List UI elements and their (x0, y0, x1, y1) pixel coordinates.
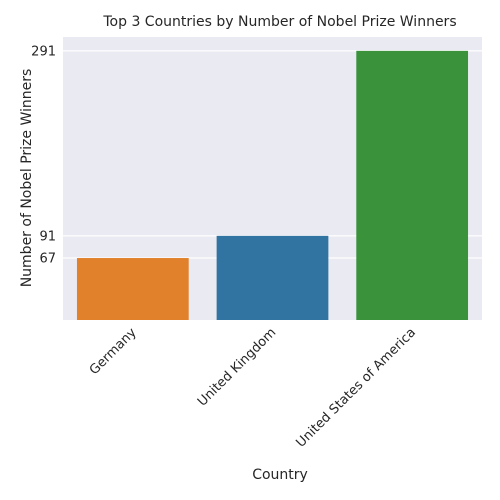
x-tick-label-2: United States of America (294, 325, 419, 450)
x-tick-label-0: Germany (87, 325, 140, 378)
x-tick-labels: Germany United Kingdom United States of Am… (87, 325, 419, 451)
bar-2 (356, 50, 469, 320)
bar-0 (76, 258, 189, 320)
bars (76, 50, 469, 320)
y-tick-labels: 67 91 291 (31, 44, 56, 266)
bar-1 (216, 235, 329, 320)
y-tick-label-1: 91 (39, 229, 56, 244)
y-axis-label: Number of Nobel Prize Winners (19, 69, 35, 288)
x-tick-label-1: United Kingdom (195, 325, 279, 409)
y-tick-label-0: 67 (39, 252, 56, 267)
x-axis-label: Country (252, 467, 308, 483)
chart-title: Top 3 Countries by Number of Nobel Prize… (102, 14, 456, 30)
y-tick-label-2: 291 (31, 44, 56, 59)
